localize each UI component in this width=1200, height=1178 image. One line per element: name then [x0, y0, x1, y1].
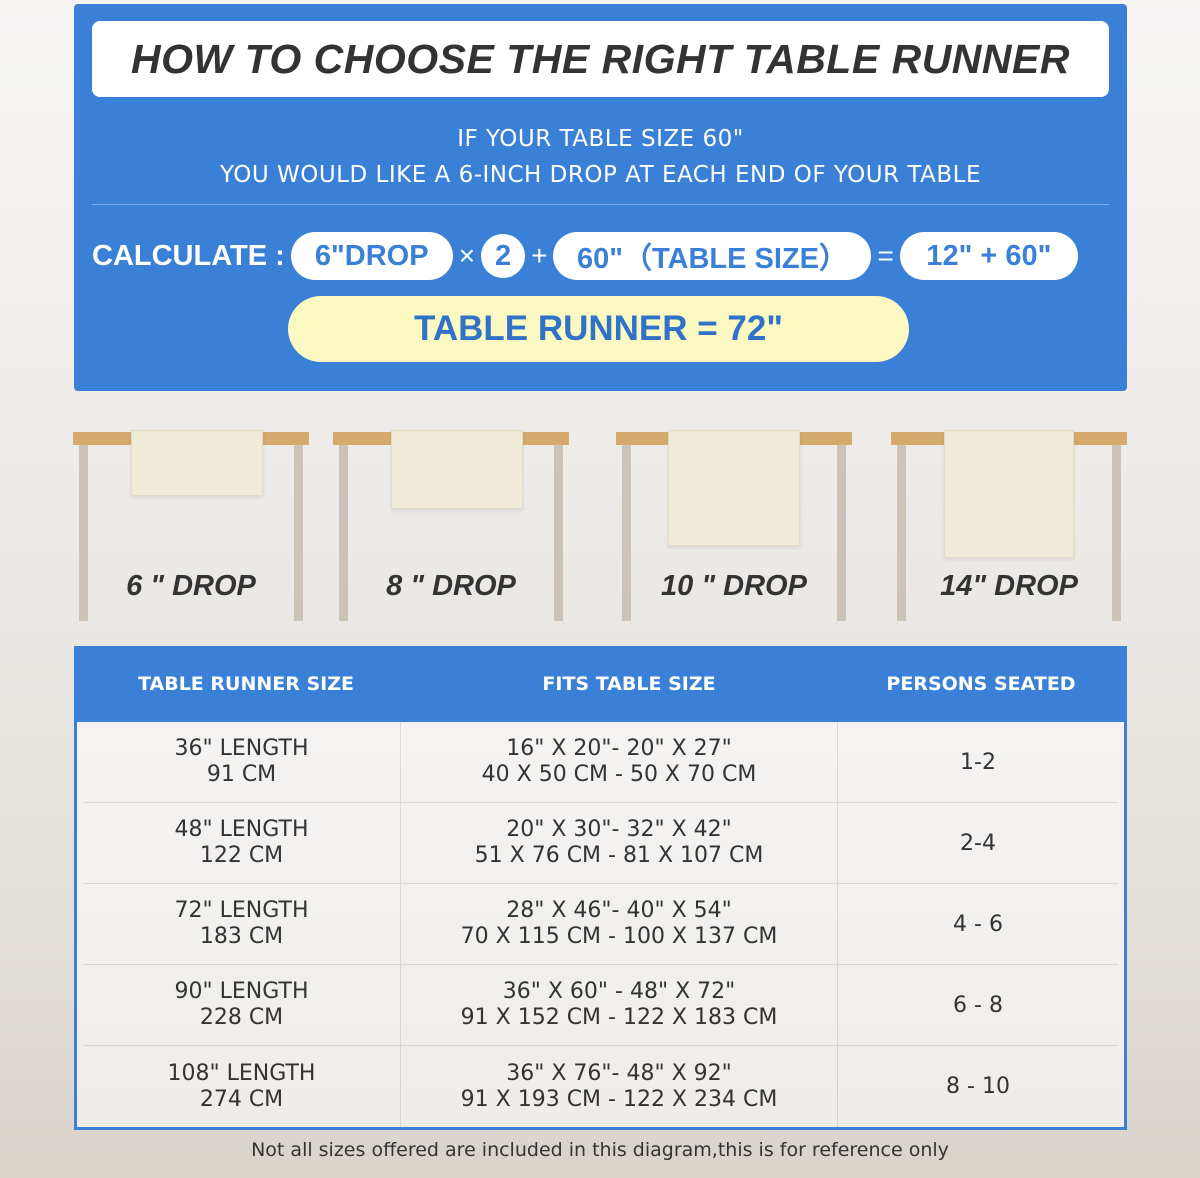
- equals-sign: =: [877, 240, 894, 271]
- drop-illustration-10: 10 " DROP: [616, 430, 852, 622]
- persons-seated: 6 - 8: [953, 992, 1003, 1018]
- times-sign: ×: [458, 240, 476, 271]
- runner-size-cm: 91 CM: [206, 762, 277, 787]
- persons-seated: 8 - 10: [946, 1074, 1010, 1099]
- drop-pill: 6"DROP: [290, 232, 453, 280]
- fits-size-cm: 91 X 193 CM - 122 X 234 CM: [460, 1086, 778, 1112]
- runner-size-cm: 122 CM: [199, 843, 284, 868]
- fits-size: 36" X 76"- 48" X 92": [506, 1060, 732, 1086]
- table-header: TABLE RUNNER SIZE FITS TABLE SIZE PERSON…: [77, 646, 1124, 722]
- persons-seated: 2-4: [960, 830, 996, 856]
- table-leg: [897, 445, 906, 621]
- calculate-label: CALCULATE :: [92, 239, 285, 272]
- header-persons-seated: PERSONS SEATED: [886, 673, 1076, 695]
- table-row: 36" LENGTH 91 CM 16" X 20"- 20" X 27" 40 X…: [83, 722, 1118, 803]
- result-pill: TABLE RUNNER = 72": [288, 296, 909, 362]
- runner: [944, 430, 1074, 558]
- drop-label: 10 " DROP: [661, 570, 807, 602]
- table-row: 90" LENGTH 228 CM 36" X 60" - 48" X 72" 91…: [83, 965, 1118, 1046]
- header-fits-table-size: FITS TABLE SIZE: [542, 673, 716, 695]
- table-leg: [837, 445, 846, 621]
- table-leg: [294, 445, 303, 621]
- persons-seated: 1-2: [960, 749, 996, 775]
- drop-label: 6 " DROP: [126, 570, 256, 602]
- table-leg: [622, 445, 631, 621]
- drop-illustration-14: 14" DROP: [891, 430, 1127, 622]
- table-leg: [79, 445, 88, 621]
- page-title: HOW TO CHOOSE THE RIGHT TABLE RUNNER: [92, 21, 1109, 97]
- drop-label: 8 " DROP: [386, 570, 516, 602]
- footnote: Not all sizes offered are included in th…: [251, 1139, 949, 1161]
- instruction-line-2: YOU WOULD LIKE A 6-INCH DROP AT EACH END…: [219, 162, 982, 188]
- runner-size: 90" LENGTH: [174, 979, 309, 1004]
- table-size-pill: 60"（TABLE SIZE）: [553, 232, 872, 280]
- fits-size: 36" X 60" - 48" X 72": [502, 979, 736, 1004]
- calculation-row: CALCULATE : 6"DROP × 2 + 60"（TABLE SIZE）…: [92, 232, 1078, 280]
- table-row: 48" LENGTH 122 CM 20" X 30"- 32" X 42" 51 …: [83, 803, 1118, 884]
- runner-size: 108" LENGTH: [167, 1060, 316, 1086]
- runner-size-cm: 183 CM: [199, 924, 284, 949]
- runner-size: 48" LENGTH: [174, 817, 309, 842]
- instruction-line-1: IF YOUR TABLE SIZE 60": [457, 126, 744, 152]
- runner-size: 72" LENGTH: [174, 898, 309, 923]
- persons-seated: 4 - 6: [953, 911, 1003, 937]
- table-row: 72" LENGTH 183 CM 28" X 46"- 40" X 54" 70 …: [83, 884, 1118, 965]
- fits-size-cm: 70 X 115 CM - 100 X 137 CM: [460, 924, 778, 949]
- runner: [131, 430, 263, 496]
- plus-sign: +: [531, 240, 548, 271]
- fits-size-cm: 91 X 152 CM - 122 X 183 CM: [460, 1005, 778, 1030]
- multiplier-circle: 2: [481, 234, 526, 278]
- drop-illustration-6: 6 " DROP: [73, 430, 309, 622]
- fits-size: 28" X 46"- 40" X 54": [506, 898, 732, 923]
- runner-size-cm: 274 CM: [199, 1086, 284, 1112]
- table-leg: [339, 445, 348, 621]
- runner-size: 36" LENGTH: [174, 736, 309, 761]
- calculation-panel: HOW TO CHOOSE THE RIGHT TABLE RUNNER IF …: [74, 4, 1127, 391]
- header-runner-size: TABLE RUNNER SIZE: [138, 673, 354, 695]
- runner: [391, 430, 523, 509]
- table-leg: [554, 445, 563, 621]
- table-row: 108" LENGTH 274 CM 36" X 76"- 48" X 92" 91…: [83, 1046, 1118, 1127]
- size-table: TABLE RUNNER SIZE FITS TABLE SIZE PERSON…: [74, 646, 1127, 1130]
- sum-pill: 12" + 60": [899, 232, 1078, 280]
- fits-size: 16" X 20"- 20" X 27": [506, 736, 732, 761]
- fits-size-cm: 51 X 76 CM - 81 X 107 CM: [474, 843, 764, 868]
- drop-label: 14" DROP: [940, 570, 1078, 602]
- runner-size-cm: 228 CM: [199, 1005, 284, 1030]
- fits-size-cm: 40 X 50 CM - 50 X 70 CM: [481, 762, 757, 787]
- runner: [668, 430, 800, 546]
- fits-size: 20" X 30"- 32" X 42": [506, 817, 732, 842]
- divider: [92, 204, 1109, 205]
- drop-illustration-8: 8 " DROP: [333, 430, 569, 622]
- table-leg: [1112, 445, 1121, 621]
